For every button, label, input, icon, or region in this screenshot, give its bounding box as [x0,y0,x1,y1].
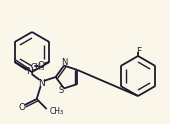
Text: CH₃: CH₃ [50,108,64,117]
Text: CH₃: CH₃ [30,62,44,72]
Text: S: S [58,86,64,95]
Text: F: F [137,46,142,56]
Text: N: N [38,78,45,88]
Text: N: N [61,58,67,67]
Text: O: O [38,61,45,69]
Text: O: O [18,103,25,111]
Text: N: N [26,66,33,76]
